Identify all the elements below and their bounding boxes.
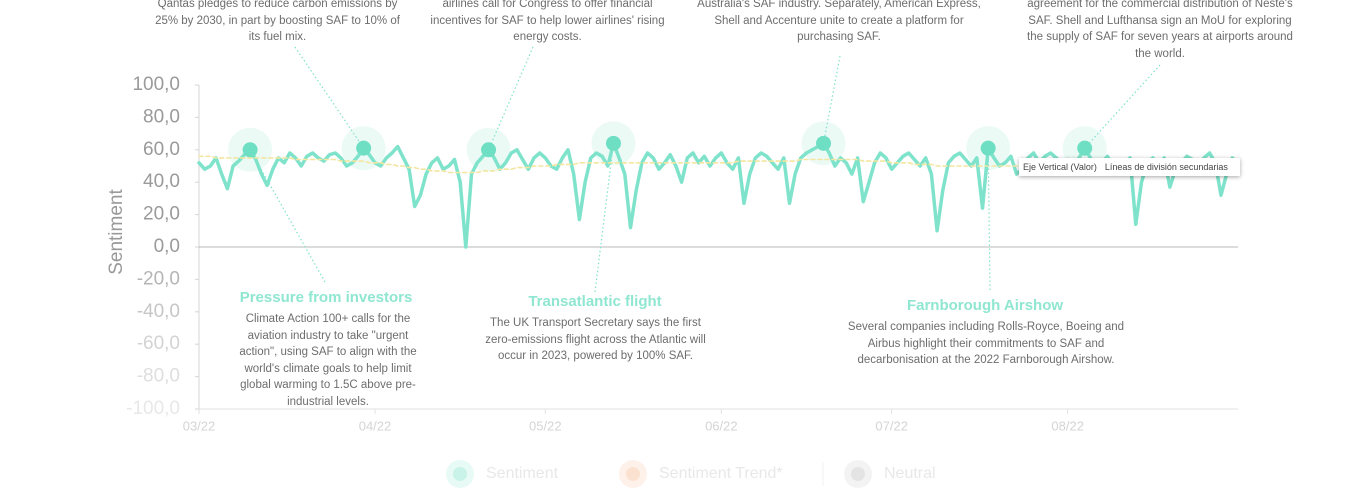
y-axis-label: Sentiment (106, 189, 127, 275)
annotation-text: Australia's SAF industry. Separately, Am… (697, 0, 981, 43)
x-tick-label: 04/22 (359, 418, 392, 433)
x-tick-label: 03/22 (183, 418, 216, 433)
y-tick-label: -80,0 (137, 366, 180, 387)
event-marker (605, 135, 621, 151)
connector (822, 55, 841, 144)
event-marker (481, 142, 497, 158)
y-tick-label: 40,0 (143, 171, 180, 192)
event-marker (816, 135, 832, 151)
tooltip-text: Líneas de división secundarias (1104, 162, 1228, 172)
y-tick-label: -20,0 (137, 268, 180, 289)
legend-swatch (453, 467, 467, 481)
connector (294, 46, 365, 149)
annotation-text: The UK Transport Secretary says the firs… (485, 317, 706, 362)
legend-label: Sentiment (486, 465, 559, 482)
y-tick-label: -40,0 (137, 301, 180, 322)
legend-swatch (851, 467, 865, 481)
event-marker (980, 140, 996, 156)
y-tick-label: 80,0 (143, 106, 180, 127)
annotation-text: agreement for the commercial distributio… (1027, 0, 1293, 60)
y-tick-label: -60,0 (137, 333, 180, 354)
connector (594, 143, 615, 293)
annotation-text: Several companies including Rolls-Royce,… (847, 321, 1125, 366)
annotation-text: Qantas pledges to reduce carbon emission… (155, 0, 400, 43)
annotation-title: Farnborough Airshow (906, 297, 1064, 314)
tooltip: Eje Vertical (Valor) Líneas de división s… (1019, 158, 1240, 176)
x-tick-label: 08/22 (1051, 418, 1084, 433)
y-tick-label: 0,0 (154, 236, 180, 257)
x-tick-label: 06/22 (705, 418, 738, 433)
annotation-title: Transatlantic flight (528, 293, 662, 310)
tooltip-text: Eje Vertical (Valor) (1023, 162, 1097, 172)
legend-swatch (626, 467, 640, 481)
y-tick-label: 100,0 (132, 74, 180, 95)
annotation-title: Pressure from investors (239, 289, 413, 306)
connector (1084, 64, 1161, 149)
y-tick-label: 60,0 (143, 139, 180, 160)
event-marker (356, 140, 372, 156)
x-tick-label: 07/22 (875, 418, 908, 433)
annotation-text: Climate Action 100+ calls for the aviati… (239, 313, 417, 408)
event-marker (1077, 140, 1093, 156)
legend-label: Neutral (884, 465, 936, 482)
annotation-text: airlines call for Congress to offer fina… (430, 0, 665, 43)
y-tick-label: -100,0 (126, 398, 180, 419)
connector (488, 46, 534, 151)
x-tick-label: 05/22 (529, 418, 562, 433)
legend-label: Sentiment Trend* (659, 465, 783, 482)
y-tick-label: 20,0 (143, 204, 180, 225)
connector (249, 149, 326, 283)
event-marker (242, 142, 258, 158)
